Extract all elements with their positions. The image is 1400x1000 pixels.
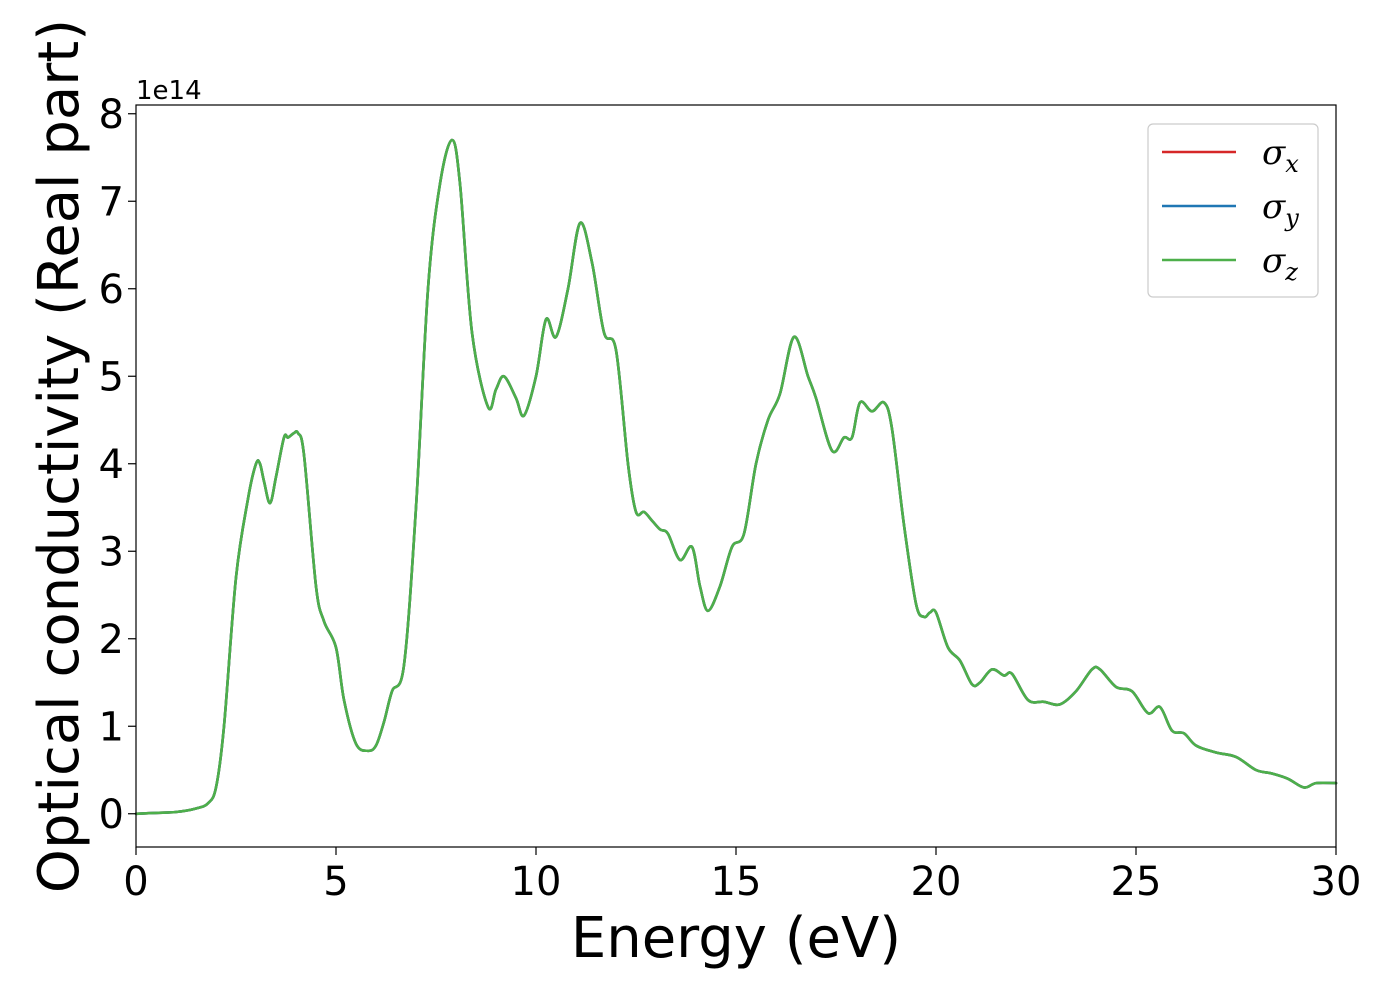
x-tick-label: 0 [123,859,148,905]
x-tick-label: 10 [511,859,562,905]
y-tick-label: 6 [99,267,124,313]
y-ticks: 0 1 2 3 4 5 6 7 8 [99,92,136,838]
y-tick-label: 8 [99,92,124,138]
y-tick-label: 7 [99,179,124,225]
series-line-3 [134,138,1338,816]
y-tick-label: 5 [99,354,124,400]
y-tick-label: 1 [99,704,124,750]
legend: σx σy σz [1147,123,1319,298]
series-layer [134,138,1338,816]
legend-label: σy [1262,187,1299,232]
x-ticks: 0 5 10 15 20 25 30 [123,847,1361,905]
y-tick-label: 3 [99,529,124,575]
x-tick-label: 20 [911,859,962,905]
x-tick-label: 15 [711,859,762,905]
legend-box [1147,123,1319,298]
x-tick-label: 30 [1311,859,1362,905]
legend-label: σx [1262,133,1299,178]
y-tick-label: 2 [99,617,124,663]
y-tick-label: 4 [99,442,124,488]
y-axis-label: Optical conductivity (Real part) [27,19,92,893]
x-tick-label: 25 [1111,859,1162,905]
y-tick-label: 0 [99,792,124,838]
legend-label: σz [1262,241,1298,286]
x-axis-label: Energy (eV) [571,906,901,971]
y-offset-label: 1e14 [136,76,202,106]
x-tick-label: 5 [323,859,348,905]
